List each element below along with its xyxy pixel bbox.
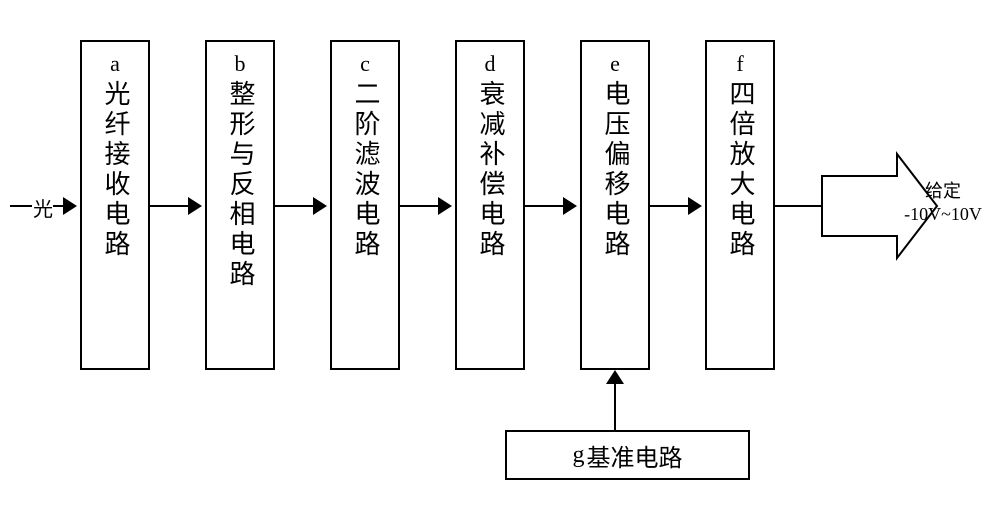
arrow-c-d bbox=[400, 205, 450, 207]
input-label: 光 bbox=[33, 193, 53, 222]
block-a-letter: a bbox=[110, 52, 120, 76]
block-c: c 二阶滤波电路 bbox=[330, 40, 400, 370]
block-g: g 基准电路 bbox=[505, 430, 750, 480]
block-g-letter: g bbox=[573, 442, 585, 469]
block-g-text: 基准电路 bbox=[587, 438, 683, 473]
block-f-letter: f bbox=[736, 52, 743, 76]
arrow-e-f bbox=[650, 205, 700, 207]
block-f-text: 四倍放大电路 bbox=[727, 80, 753, 260]
arrow-d-e bbox=[525, 205, 575, 207]
arrow-b-c bbox=[275, 205, 325, 207]
input-line bbox=[10, 205, 32, 207]
block-b-text: 整形与反相电路 bbox=[227, 80, 253, 290]
block-c-letter: c bbox=[360, 52, 370, 76]
block-a: a 光纤接收电路 bbox=[80, 40, 150, 370]
block-d-letter: d bbox=[485, 52, 496, 76]
block-b-letter: b bbox=[235, 52, 246, 76]
input-arrow bbox=[53, 205, 75, 207]
block-f: f 四倍放大电路 bbox=[705, 40, 775, 370]
arrow-g-e bbox=[614, 372, 616, 430]
arrow-a-b bbox=[150, 205, 200, 207]
block-e-letter: e bbox=[610, 52, 620, 76]
block-c-text: 二阶滤波电路 bbox=[352, 80, 378, 260]
block-d-text: 衰减补偿电路 bbox=[477, 80, 503, 260]
diagram-canvas: 光 a 光纤接收电路 b 整形与反相电路 c 二阶滤波电路 d 衰减补偿电路 e… bbox=[0, 0, 1000, 508]
block-e-text: 电压偏移电路 bbox=[602, 80, 628, 260]
block-e: e 电压偏移电路 bbox=[580, 40, 650, 370]
block-a-text: 光纤接收电路 bbox=[102, 80, 128, 260]
block-d: d 衰减补偿电路 bbox=[455, 40, 525, 370]
output-label: 给定 -10V~10V bbox=[893, 180, 993, 227]
output-label-line2: -10V~10V bbox=[893, 203, 993, 226]
output-label-line1: 给定 bbox=[893, 180, 993, 203]
block-b: b 整形与反相电路 bbox=[205, 40, 275, 370]
